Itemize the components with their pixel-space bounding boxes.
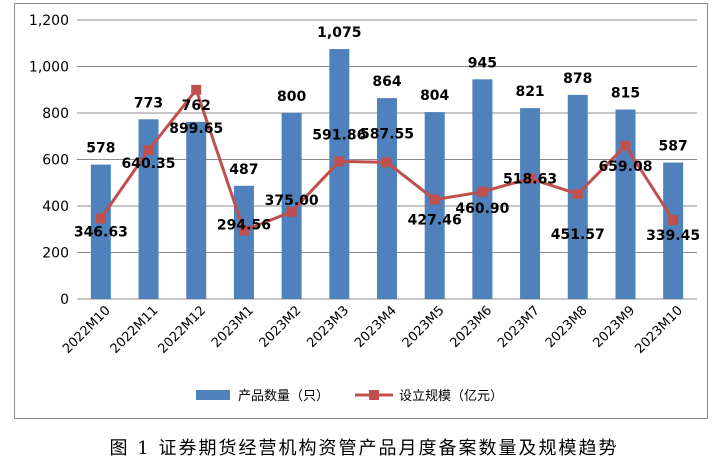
line-data-label: 640.35 bbox=[122, 156, 176, 172]
line-marker bbox=[572, 189, 583, 200]
line-marker bbox=[668, 215, 679, 226]
line-data-label: 460.90 bbox=[455, 201, 509, 217]
bar bbox=[424, 112, 445, 299]
line-marker bbox=[95, 213, 106, 224]
bar bbox=[233, 185, 254, 299]
x-tick-label: 2023M9 bbox=[591, 303, 639, 351]
bar-data-label: 487 bbox=[229, 162, 258, 178]
bar-data-label: 878 bbox=[563, 71, 592, 87]
bar bbox=[663, 162, 684, 299]
x-tick-label: 2023M5 bbox=[400, 303, 448, 351]
line-marker bbox=[191, 84, 202, 95]
bar-data-label: 587 bbox=[659, 139, 688, 155]
legend-bar-swatch bbox=[196, 390, 230, 400]
line-data-label: 427.46 bbox=[408, 213, 462, 229]
x-tick-label: 2023M10 bbox=[632, 303, 686, 357]
legend-line-marker bbox=[369, 390, 379, 400]
x-tick-label: 2023M4 bbox=[352, 303, 400, 351]
line-data-label: 587.55 bbox=[360, 126, 414, 142]
bar-data-label: 1,075 bbox=[317, 25, 361, 41]
line-data-label: 518.63 bbox=[503, 171, 557, 187]
line-series bbox=[95, 84, 679, 236]
y-axis-ticks: 0 200 400 600 800 1,000 1,200 bbox=[29, 13, 69, 308]
line-data-labels: 346.63 640.35 899.65 294.56 375.00 591.86587.… bbox=[74, 121, 700, 244]
bar-data-label: 773 bbox=[134, 95, 163, 111]
bar bbox=[186, 121, 207, 300]
line-data-label: 294.56 bbox=[217, 218, 271, 234]
bar-data-label: 821 bbox=[515, 84, 544, 100]
bar-data-label: 864 bbox=[372, 74, 401, 90]
line-marker bbox=[477, 186, 488, 197]
line-marker bbox=[382, 157, 392, 168]
chart-frame bbox=[14, 3, 708, 419]
bar-data-label: 762 bbox=[182, 98, 211, 114]
legend-line-label: 设立规模（亿元） bbox=[399, 389, 503, 404]
bar-data-label: 815 bbox=[611, 86, 640, 102]
y-tick-label: 400 bbox=[42, 199, 69, 215]
x-tick-label: 2022M11 bbox=[108, 303, 162, 357]
bar bbox=[90, 164, 111, 299]
gridlines bbox=[77, 19, 697, 253]
line-marker bbox=[620, 140, 631, 151]
y-tick-label: 1,000 bbox=[29, 60, 69, 76]
bar bbox=[138, 119, 159, 299]
chart: 0 200 400 600 800 1,000 1,200 578 773 762 487 800 1… bbox=[29, 13, 700, 404]
y-tick-label: 600 bbox=[42, 153, 69, 169]
x-tick-label: 2022M10 bbox=[60, 303, 114, 357]
line-marker bbox=[238, 225, 249, 236]
line-data-label: 659.08 bbox=[598, 159, 652, 175]
x-tick-label: 2023M2 bbox=[257, 303, 305, 351]
line-data-label: 339.45 bbox=[646, 228, 700, 244]
line-data-label: 375.00 bbox=[265, 193, 319, 209]
line-marker bbox=[525, 173, 536, 184]
y-tick-label: 200 bbox=[42, 246, 69, 262]
bar bbox=[329, 49, 350, 299]
x-tick-label: 2023M8 bbox=[543, 303, 591, 351]
bar bbox=[520, 108, 541, 300]
x-tick-label: 2022M12 bbox=[155, 303, 209, 357]
line-data-label: 591.86 bbox=[312, 127, 366, 143]
line-marker bbox=[286, 206, 297, 217]
x-tick-label: 2023M3 bbox=[304, 303, 352, 351]
bar bbox=[615, 109, 636, 299]
line-data-label: 346.63 bbox=[74, 224, 128, 240]
line-marker bbox=[334, 156, 345, 167]
figure-caption: 图 1 证券期货经营机构资管产品月度备案数量及规模趋势 bbox=[109, 438, 619, 459]
x-tick-label: 2023M7 bbox=[495, 303, 543, 351]
y-tick-label: 1,200 bbox=[29, 13, 69, 29]
legend: 产品数量（只） 设立规模（亿元） bbox=[196, 389, 503, 404]
legend-bar-label: 产品数量（只） bbox=[238, 389, 329, 404]
x-tick-label: 2023M1 bbox=[209, 303, 257, 351]
bar bbox=[377, 98, 397, 300]
x-tick-label: 2023M6 bbox=[447, 303, 495, 351]
bar-data-label: 804 bbox=[420, 88, 449, 104]
bar bbox=[281, 113, 302, 299]
line-data-label: 451.57 bbox=[551, 227, 605, 243]
line-marker bbox=[143, 145, 154, 156]
bar-data-label: 945 bbox=[468, 55, 497, 71]
line-data-label: 899.65 bbox=[169, 121, 223, 137]
y-tick-label: 0 bbox=[60, 292, 69, 308]
bar-data-label: 578 bbox=[86, 141, 115, 157]
bar-data-label: 800 bbox=[277, 89, 306, 105]
line-marker bbox=[429, 194, 440, 205]
bar-data-labels: 578 773 762 487 800 1,075 864 804 945 821 878 815 58… bbox=[86, 25, 688, 178]
bar-series bbox=[90, 49, 684, 300]
y-tick-label: 800 bbox=[42, 106, 69, 122]
